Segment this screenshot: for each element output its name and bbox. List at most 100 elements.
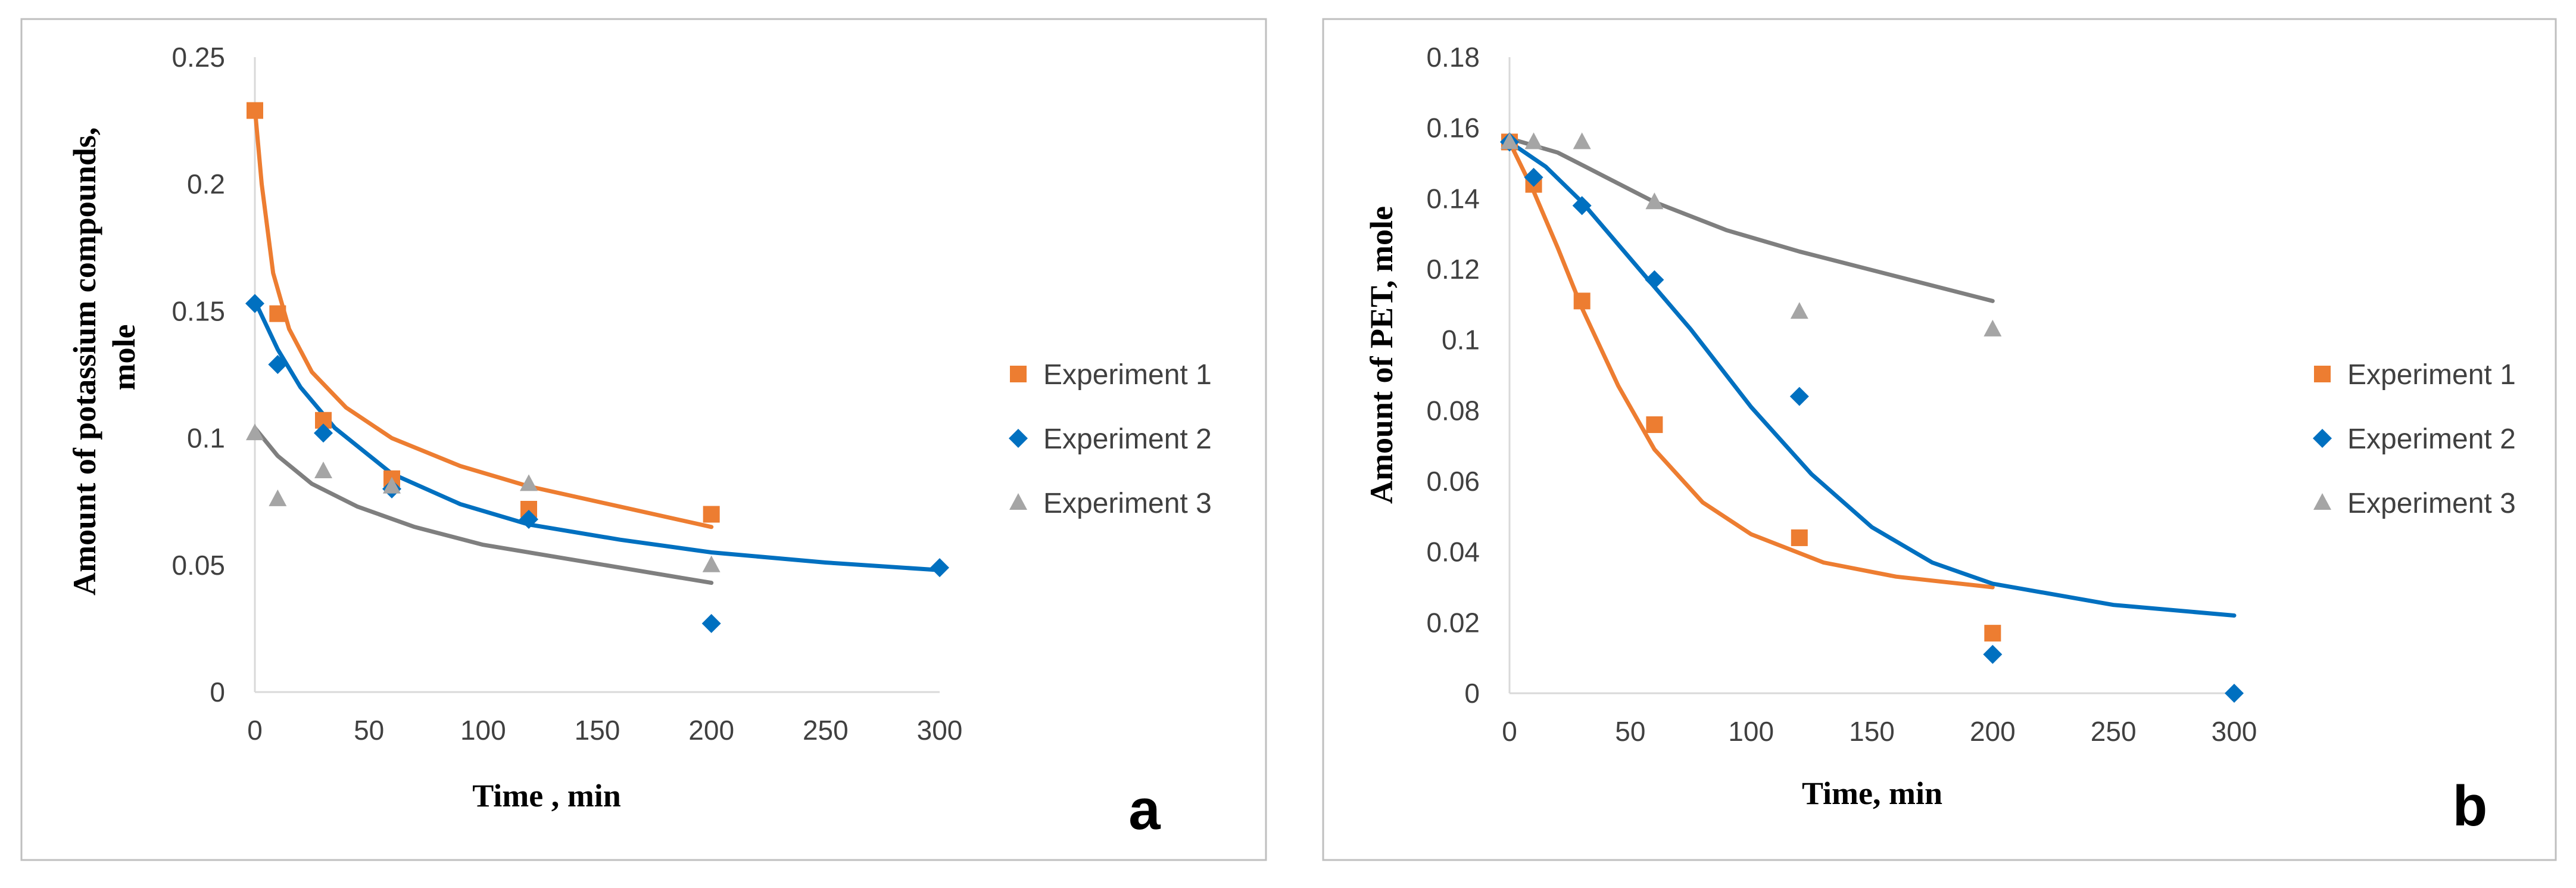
panel-b-x-tick-label: 250 (2091, 716, 2137, 747)
panel-b-x-tick-label: 0 (1502, 716, 1517, 747)
panel-a-experiment-2-point (268, 354, 288, 374)
panel-b-y-tick-label: 0.14 (1426, 183, 1480, 214)
panel-a-chart: Time , min Amount of potassium compounds… (20, 18, 1267, 861)
panel-a-x-tick-label: 50 (354, 715, 384, 746)
panel-a-letter: a (1128, 778, 1161, 842)
panel-a-experiment-1-point (247, 102, 263, 119)
panel-a-y-tick-label: 0.25 (171, 42, 225, 73)
panel-b-letter: b (2453, 774, 2488, 838)
panel-b-legend-experiment-3-label: Experiment 3 (2347, 488, 2516, 519)
panel-b-experiment-3-point (1501, 132, 1518, 149)
panel-a-experiment-3-trendline (252, 426, 714, 585)
panel-b-x-tick-label: 50 (1615, 716, 1645, 747)
panel-a-x-tick-label: 300 (917, 715, 963, 746)
panel-b-trendlines (1507, 136, 2237, 618)
panel-a-experiment-3-point (702, 555, 721, 572)
panel-a-experiment-3-point (314, 462, 332, 479)
panel-b-y-tick-label: 0 (1464, 678, 1480, 709)
panel-b-x-tick-label: 200 (1970, 716, 2016, 747)
panel-b-markers (1500, 132, 2244, 703)
panel-a-experiment-2-point (519, 510, 538, 529)
panel-b-experiment-3-point (1573, 132, 1591, 149)
panel-b-experiment-1-point (1984, 625, 2001, 642)
panel-b-y-tick-label: 0.02 (1426, 607, 1480, 638)
panel-b-y-tick-label: 0.16 (1426, 113, 1480, 144)
panel-b-y-tick-label: 0.1 (1442, 325, 1480, 356)
panel-a-legend-experiment-1-marker (1010, 366, 1027, 382)
panel-a-y-tick-label: 0.2 (187, 169, 225, 200)
panel-a-experiment-2-point (701, 613, 721, 633)
panel-b-y-tick-label: 0.12 (1426, 254, 1480, 285)
panel-a-y-axis-title: Amount of potassium compounds, mole (67, 119, 142, 596)
panel-a-legend-experiment-1-label: Experiment 1 (1043, 359, 1212, 391)
panel-b-legend-experiment-2-marker (2313, 429, 2332, 448)
panel-b-x-tick-label: 100 (1728, 716, 1774, 747)
panel-a-experiment-2-point (245, 294, 264, 313)
panel-b-x-axis-title: Time, min (1802, 775, 1942, 811)
panel-a-x-tick-label: 0 (247, 715, 263, 746)
panel-a-x-tick-label: 100 (460, 715, 506, 746)
panel-b-experiment-2-point (1524, 167, 1543, 187)
panel-b-legend-experiment-2-label: Experiment 2 (2347, 423, 2516, 455)
panel-a-experiment-3-point (246, 423, 264, 441)
panel-a-frame (20, 18, 1267, 861)
panel-a-experiment-2-point (314, 423, 333, 443)
panel-b-experiment-2-point (1645, 270, 1664, 289)
panel-b-experiment-2-point (1983, 644, 2003, 664)
panel-b-experiment-1-trendline (1507, 139, 1995, 590)
panel-b-experiment-3-point (1790, 302, 1808, 319)
panel-a-experiment-3-point (383, 476, 401, 494)
panel-a-y-axis-title-line-2: mole (106, 325, 142, 391)
panel-b-legend-experiment-1-marker (2314, 366, 2331, 382)
panel-a-experiment-1-point (703, 506, 720, 523)
panel-b-y-tick-label: 0.18 (1426, 42, 1480, 73)
panel-b-y-axis-title: Amount of PET, mole (1364, 206, 1399, 504)
panel-a-legend-experiment-2-label: Experiment 2 (1043, 423, 1212, 455)
panel-a-y-tick-label: 0.1 (187, 423, 225, 454)
panel-a-legend-experiment-3-label: Experiment 3 (1043, 488, 1212, 519)
panel-b-axes: 0 0.02 0.04 0.06 0.08 0.1 0.12 0.14 0.16 0.18 0 50 1… (1426, 42, 2257, 747)
panel-a-experiment-1-point (269, 305, 286, 322)
panel-b-experiment-2-point (2225, 684, 2244, 703)
panel-a-legend: Experiment 1 Experiment 2 Experiment 3 (1009, 359, 1212, 519)
panel-a-axes: 0 0.05 0.1 0.15 0.2 0.25 0 50 100 150 200 250 300 (171, 42, 962, 746)
panel-a-experiment-2-trendline (252, 298, 942, 572)
panel-a-legend-experiment-2-marker (1009, 429, 1028, 448)
panel-b-experiment-3-point (1984, 319, 2002, 336)
panel-b-experiment-1-point (1646, 416, 1663, 434)
panel-b-experiment-3-trendline (1507, 136, 1995, 303)
panel-b-experiment-3-point (1645, 192, 1664, 210)
panel-a-x-tick-label: 250 (803, 715, 849, 746)
panel-b-y-tick-label: 0.04 (1426, 537, 1480, 568)
panel-b-experiment-2-point (1789, 387, 1809, 406)
panel-b-experiment-3-point (1524, 132, 1543, 149)
panel-a-experiment-3-point (520, 474, 538, 491)
panel-b-y-tick-label: 0.06 (1426, 466, 1480, 497)
panel-a-experiment-2-point (930, 558, 949, 578)
panel-a-legend-experiment-3-marker (1009, 493, 1027, 510)
panel-b-x-tick-label: 300 (2212, 716, 2257, 747)
panel-b-experiment-1-point (1791, 529, 1808, 546)
panel-a-x-axis-title: Time , min (472, 778, 621, 814)
panel-a-x-tick-label: 200 (688, 715, 734, 746)
panel-b-y-tick-label: 0.08 (1426, 395, 1480, 426)
panel-a-y-tick-label: 0.15 (171, 295, 225, 326)
panel-a-experiment-3-point (269, 489, 287, 506)
panel-b-experiment-2-point (1572, 196, 1592, 216)
panel-b-frame (1322, 18, 2557, 861)
panel-a-y-tick-label: 0 (210, 677, 225, 708)
panel-a-x-tick-label: 150 (575, 715, 620, 746)
panel-a-trendlines (252, 105, 942, 585)
panel-a-markers (245, 102, 949, 633)
panel-b-legend-experiment-1-label: Experiment 1 (2347, 359, 2516, 391)
panel-a-experiment-1-trendline (252, 105, 714, 529)
panel-a-y-tick-label: 0.05 (171, 550, 225, 581)
panel-b-x-tick-label: 150 (1849, 716, 1895, 747)
panel-a-y-axis-title-line-1: Amount of potassium compounds, (67, 127, 102, 596)
panel-b-chart: Time, min Amount of PET, mole b 0 0.02 0.0… (1322, 18, 2557, 861)
panel-b-legend-experiment-3-marker (2313, 493, 2331, 510)
panel-b-experiment-1-point (1573, 292, 1590, 310)
panel-b-legend: Experiment 1 Experiment 2 Experiment 3 (2313, 359, 2516, 519)
panel-b-experiment-2-trendline (1507, 139, 2237, 618)
